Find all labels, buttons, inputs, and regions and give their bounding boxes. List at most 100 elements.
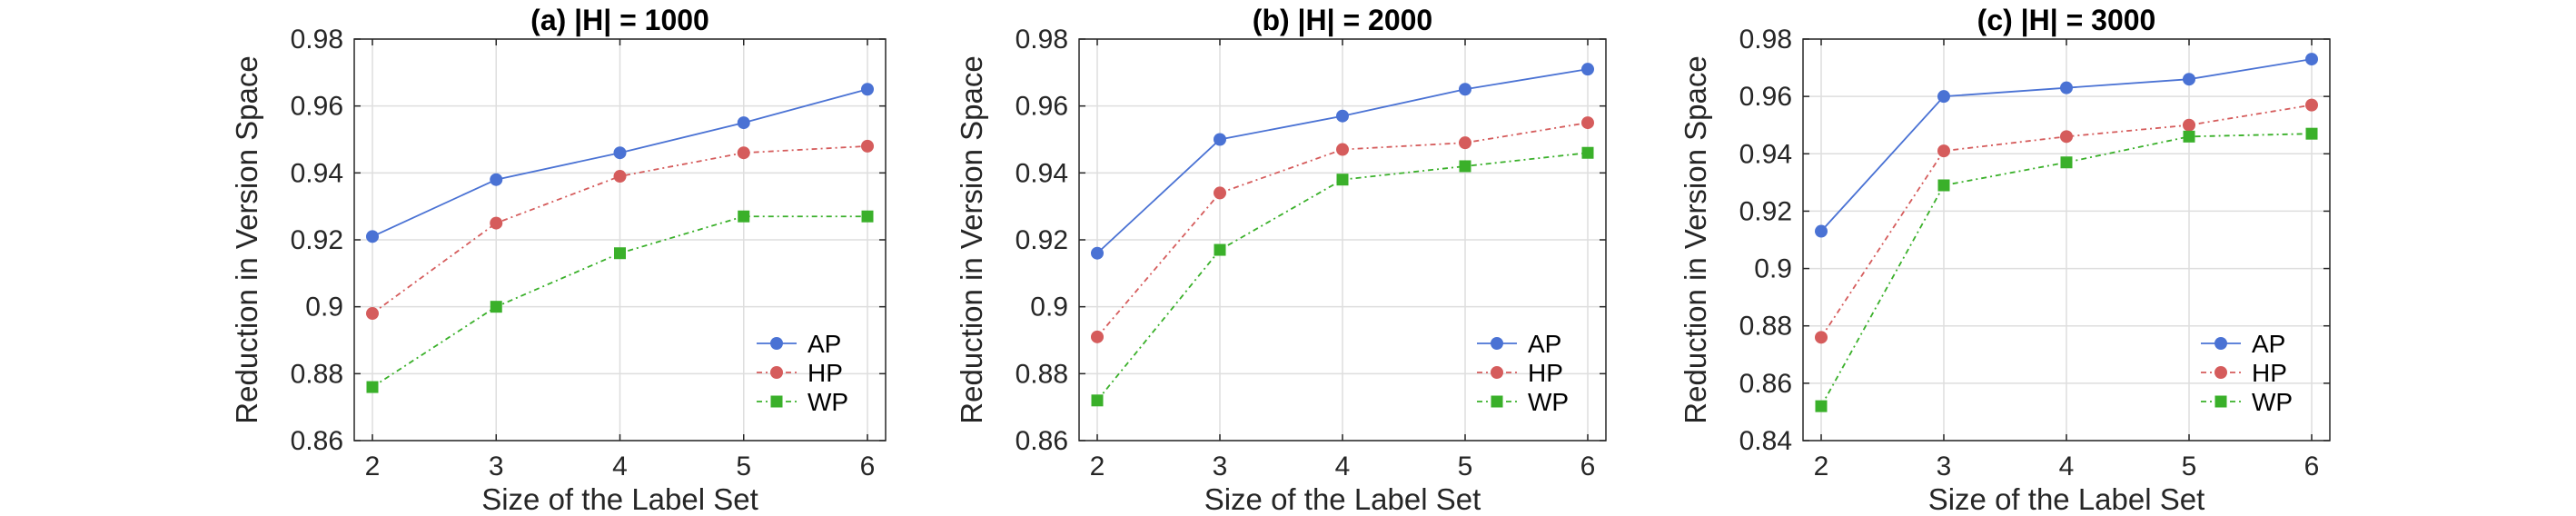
- x-tick-label: 4: [2059, 452, 2075, 481]
- y-tick-label: 0.94: [1739, 139, 1792, 169]
- data-point-wp: [2060, 156, 2073, 169]
- data-point-wp: [738, 210, 750, 223]
- y-tick-label: 0.84: [1739, 426, 1792, 456]
- data-point-wp: [1336, 174, 1349, 186]
- series-line-hp: [1820, 104, 2313, 338]
- data-point-ap: [613, 146, 627, 160]
- x-tick-label: 3: [489, 452, 504, 481]
- y-axis-label: Reduction in Version Space: [230, 55, 263, 423]
- y-tick-label: 0.9: [1754, 254, 1792, 284]
- legend-label-wp: WP: [2252, 388, 2293, 416]
- data-point-ap: [1214, 133, 1226, 146]
- y-tick-label: 0.94: [1016, 158, 1068, 188]
- x-tick-label: 5: [736, 452, 751, 481]
- legend-marker-wp: [2214, 395, 2227, 408]
- data-point-hp: [490, 216, 503, 230]
- y-tick-label: 0.9: [1030, 293, 1068, 322]
- data-point-hp: [2060, 130, 2073, 144]
- legend-marker-hp: [1491, 366, 1503, 379]
- legend-marker-wp: [1491, 395, 1503, 408]
- data-point-hp: [861, 139, 874, 153]
- data-point-hp: [1815, 331, 1828, 344]
- x-tick-label: 5: [1458, 452, 1473, 481]
- x-tick-label: 3: [1213, 452, 1228, 481]
- chart-panel-2: 2 3 4 5 6 0.86 0.88 0.9 0.92 0.94 0.96 0.98 (b) |H| …: [955, 4, 1607, 516]
- legend-marker-ap: [1491, 337, 1503, 350]
- data-point-wp: [1214, 243, 1226, 256]
- y-axis-label: Reduction in Version Space: [955, 55, 988, 423]
- data-point-ap: [2183, 73, 2195, 86]
- data-point-hp: [737, 146, 750, 160]
- y-axis-label: Reduction in Version Space: [1679, 55, 1712, 423]
- legend-marker-wp: [770, 395, 783, 408]
- x-tick-label: 2: [365, 452, 381, 481]
- legend-label-wp: WP: [1528, 388, 1569, 416]
- data-point-ap: [1581, 63, 1594, 76]
- chart-title: (c) |H| = 3000: [1977, 4, 2156, 36]
- y-tick-label: 0.96: [291, 92, 343, 122]
- x-tick-label: 5: [2182, 452, 2197, 481]
- data-point-wp: [861, 210, 874, 223]
- y-tick-label: 0.96: [1016, 92, 1068, 122]
- x-tick-label: 2: [1090, 452, 1105, 481]
- data-point-wp: [490, 301, 502, 313]
- data-point-wp: [614, 247, 626, 260]
- y-tick-label: 0.86: [291, 426, 343, 456]
- data-point-ap: [861, 83, 874, 96]
- data-point-wp: [366, 381, 379, 393]
- legend-marker-ap: [770, 337, 783, 350]
- data-point-wp: [2183, 130, 2195, 143]
- data-point-ap: [1459, 83, 1471, 96]
- data-point-ap: [1815, 224, 1828, 238]
- data-point-ap: [1937, 90, 1950, 104]
- data-point-hp: [1091, 330, 1104, 343]
- x-tick-label: 4: [612, 452, 628, 481]
- data-point-ap: [1091, 246, 1104, 260]
- y-tick-label: 0.88: [291, 359, 343, 389]
- chart-title: (a) |H| = 1000: [530, 4, 709, 36]
- x-tick-label: 6: [860, 452, 876, 481]
- data-point-hp: [366, 307, 379, 321]
- data-point-ap: [490, 173, 503, 186]
- y-tick-label: 0.98: [291, 25, 343, 55]
- data-point-ap: [2060, 81, 2073, 94]
- legend-marker-hp: [770, 366, 783, 379]
- data-point-hp: [1937, 144, 1950, 158]
- chart-panel-1: 2 3 4 5 6 0.86 0.88 0.9 0.92 0.94 0.96 0.98 (a) |H| …: [230, 4, 887, 516]
- y-tick-label: 0.96: [1739, 82, 1792, 112]
- data-point-wp: [1459, 160, 1471, 173]
- y-tick-label: 0.92: [291, 225, 343, 255]
- legend-label-hp: HP: [1528, 359, 1563, 387]
- legend-label-hp: HP: [2252, 359, 2287, 387]
- y-tick-label: 0.88: [1739, 312, 1792, 342]
- data-point-ap: [2305, 53, 2318, 66]
- y-tick-label: 0.9: [305, 293, 343, 322]
- data-point-wp: [2305, 127, 2318, 140]
- legend-label-wp: WP: [807, 388, 848, 416]
- data-point-wp: [1091, 394, 1104, 407]
- data-point-hp: [2305, 98, 2318, 112]
- y-tick-label: 0.86: [1739, 369, 1792, 399]
- data-point-hp: [1581, 116, 1594, 130]
- legend-marker-ap: [2214, 337, 2227, 350]
- legend-label-hp: HP: [807, 359, 843, 387]
- legend-label-ap: AP: [1528, 330, 1561, 358]
- data-point-ap: [737, 116, 750, 130]
- legend-label-ap: AP: [2252, 330, 2285, 358]
- y-tick-label: 0.92: [1016, 225, 1068, 255]
- series-line-wp: [372, 215, 867, 388]
- y-tick-label: 0.92: [1739, 196, 1792, 226]
- data-point-hp: [1459, 136, 1471, 150]
- legend-marker-hp: [2214, 366, 2227, 379]
- x-tick-label: 3: [1937, 452, 1952, 481]
- data-point-ap: [1336, 109, 1349, 123]
- y-tick-label: 0.94: [291, 158, 343, 188]
- chart-panel-3: 2 3 4 5 6 0.84 0.86 0.88 0.9 0.92 0.94 0.96 0.98 (c) …: [1679, 4, 2331, 516]
- data-point-hp: [613, 170, 627, 184]
- x-tick-label: 6: [1580, 452, 1596, 481]
- data-point-wp: [1815, 400, 1828, 412]
- x-axis-label: Size of the Label Set: [1928, 482, 2205, 516]
- x-tick-label: 6: [2304, 452, 2320, 481]
- data-point-wp: [1937, 179, 1950, 192]
